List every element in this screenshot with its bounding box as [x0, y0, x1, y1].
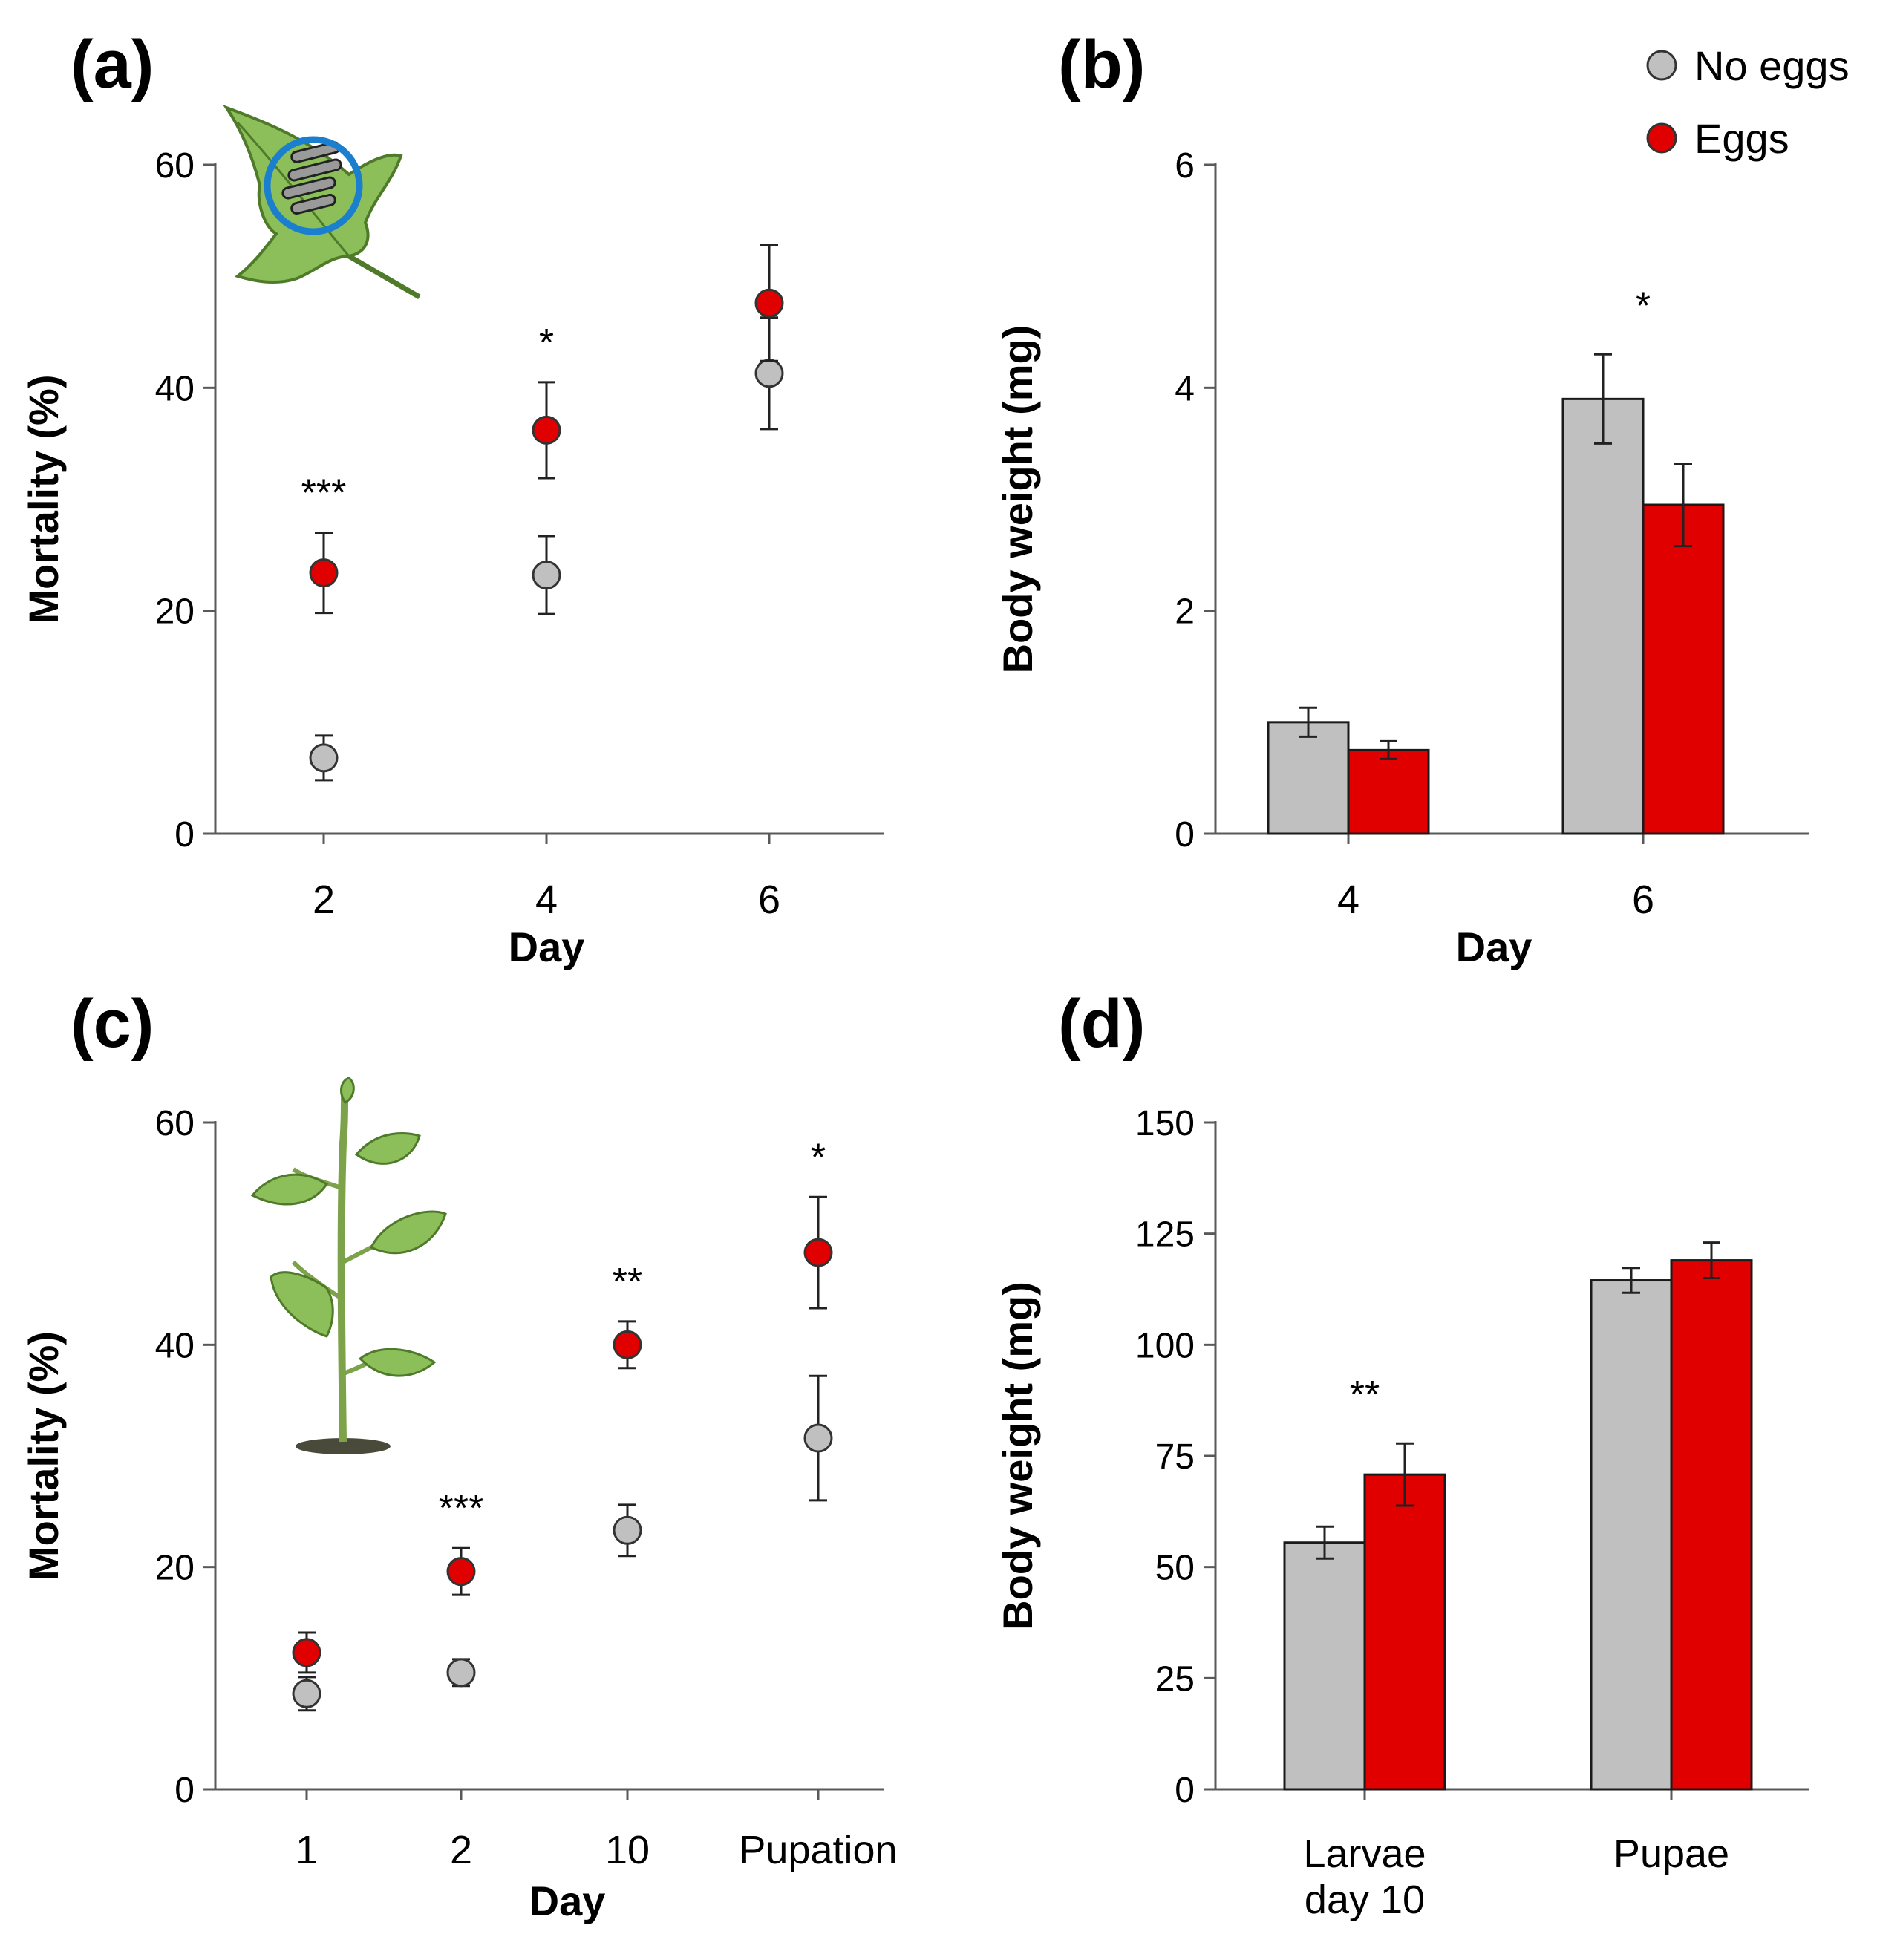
leaf-blade: [222, 105, 403, 284]
y-tick-label: 0: [1175, 1771, 1195, 1810]
panel-label: (d): [1058, 986, 1145, 1062]
legend-label: Eggs: [1694, 115, 1789, 162]
y-tick-label: 150: [1135, 1104, 1195, 1143]
x-tick-label: 2: [313, 878, 335, 922]
y-tick-label: 25: [1155, 1659, 1195, 1699]
leaf-illustration: [222, 105, 421, 300]
y-tick-label: 50: [1155, 1549, 1195, 1588]
clip-cage-ring: [264, 136, 363, 235]
y-tick-label: 125: [1135, 1215, 1195, 1255]
larvae-cluster: [281, 141, 342, 215]
panel-label: (a): [71, 27, 154, 102]
larva-shape: [287, 158, 342, 182]
panel-b: (b) 0 2 4 6 4 6 Day Body weight (mg) *: [994, 27, 1809, 970]
plant-pot: [296, 1438, 391, 1454]
y-tick-label: 100: [1135, 1326, 1195, 1365]
y-tick-label: 0: [174, 815, 195, 855]
legend-label: No eggs: [1694, 42, 1850, 89]
y-axis-title: Mortality (%): [20, 375, 67, 624]
bar-no-eggs: [1561, 397, 1645, 835]
point-no-eggs: [309, 743, 339, 773]
point-eggs: [309, 558, 339, 588]
y-tick-label: 4: [1175, 369, 1195, 408]
bar-eggs: [1642, 503, 1725, 835]
y-tick-label: 20: [155, 1549, 195, 1588]
point-no-eggs: [532, 561, 561, 590]
legend: No eggs Eggs: [1646, 42, 1850, 162]
x-tick-label: 4: [1337, 878, 1359, 922]
point-eggs: [292, 1638, 321, 1667]
x-tick-label: 1: [296, 1828, 318, 1872]
x-tick-label: 4: [535, 878, 558, 922]
y-tick-label: 60: [155, 146, 195, 186]
point-eggs: [446, 1557, 476, 1587]
y-tick-label: 0: [174, 1771, 195, 1810]
plant-leaf: [369, 1210, 447, 1255]
y-axis-title: Body weight (mg): [994, 1281, 1041, 1630]
x-tick-label: 10: [605, 1828, 650, 1872]
y-tick-label: 2: [1175, 592, 1195, 632]
x-tick-label: 6: [758, 878, 780, 922]
significance-label: *: [1636, 284, 1651, 327]
x-tick-label: Pupae: [1613, 1832, 1729, 1876]
leaf-stem: [347, 253, 421, 300]
point-eggs: [803, 1238, 833, 1267]
bar-eggs: [1363, 1473, 1446, 1791]
significance-label: *: [811, 1136, 826, 1179]
point-eggs: [754, 288, 784, 318]
legend-marker-no-eggs: [1646, 50, 1677, 81]
plant-leaf: [340, 1077, 355, 1104]
x-tick-label: Pupation: [739, 1828, 897, 1872]
point-no-eggs: [754, 359, 784, 388]
plant-leaf: [250, 1173, 329, 1206]
x-axis-title: Day: [529, 1878, 606, 1924]
bar-no-eggs: [1283, 1541, 1366, 1791]
plant-illustration: [250, 1077, 447, 1454]
point-no-eggs: [613, 1515, 642, 1545]
y-tick-label: 6: [1175, 146, 1195, 186]
y-tick-label: 40: [155, 1326, 195, 1365]
bar-no-eggs: [1590, 1279, 1673, 1791]
point-eggs: [532, 415, 561, 445]
significance-label: **: [1350, 1373, 1380, 1417]
y-tick-label: 60: [155, 1104, 195, 1143]
x-tick-label: Larvae: [1303, 1832, 1426, 1876]
significance-label: **: [613, 1261, 642, 1304]
significance-label: ***: [301, 472, 347, 515]
y-tick-label: 20: [155, 592, 195, 632]
point-no-eggs: [446, 1658, 476, 1688]
x-axis-title: Day: [509, 924, 585, 970]
bar-no-eggs: [1267, 721, 1350, 835]
plant-leaf: [270, 1271, 334, 1338]
x-tick-label: day 10: [1305, 1878, 1425, 1922]
point-eggs: [613, 1330, 642, 1359]
x-tick-label: 2: [450, 1828, 472, 1872]
bar-eggs: [1670, 1259, 1753, 1791]
significance-label: ***: [439, 1487, 484, 1530]
plant-leaf: [358, 1348, 437, 1377]
y-tick-label: 0: [1175, 815, 1195, 855]
y-axis-title: Mortality (%): [20, 1331, 67, 1581]
bar-eggs: [1347, 748, 1430, 835]
point-no-eggs: [803, 1423, 833, 1453]
x-tick-label: 6: [1632, 878, 1654, 922]
larva-shape: [281, 176, 336, 200]
panel-label: (c): [71, 986, 154, 1062]
y-tick-label: 40: [155, 369, 195, 408]
panel-label: (b): [1058, 27, 1145, 102]
larva-shape: [290, 193, 336, 215]
plant-leaf: [354, 1131, 421, 1165]
point-no-eggs: [292, 1679, 321, 1708]
y-axis-title: Body weight (mg): [994, 325, 1041, 674]
significance-label: *: [539, 321, 554, 365]
y-tick-label: 75: [1155, 1437, 1195, 1477]
plant-leaves: [250, 1077, 447, 1377]
legend-marker-eggs: [1646, 122, 1677, 154]
x-axis-title: Day: [1456, 924, 1532, 970]
